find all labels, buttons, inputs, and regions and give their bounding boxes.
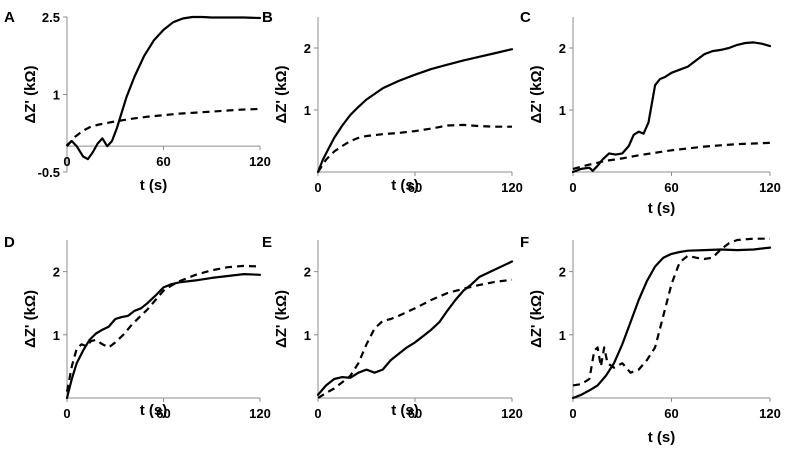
x-tick-label: 120 [501, 406, 523, 421]
x-tick-label: 120 [249, 154, 271, 169]
series-dashed-line [317, 123, 512, 173]
x-tick-label: 60 [408, 180, 422, 195]
x-axis-title: t (s) [140, 177, 168, 194]
series-solid-line [316, 48, 514, 174]
y-tick-label: -0.5 [38, 165, 60, 180]
series-solid-line [65, 15, 262, 161]
x-tick-label: 0 [314, 406, 321, 421]
y-axis-title: ΔZ' (kΩ) [22, 290, 39, 348]
x-tick-label: 120 [759, 180, 781, 195]
panel-a: A -0.5 1 2.5 0 60 120 t (s) ΔZ' (kΩ) [4, 9, 271, 194]
panel-letter: A [4, 9, 15, 26]
series-solid-line [571, 246, 772, 400]
series-dashed-line [66, 107, 261, 147]
panel-letter: B [262, 9, 273, 26]
x-tick-label: 0 [63, 406, 70, 421]
series-dashed-line [572, 141, 771, 170]
panel-letter: C [520, 9, 531, 26]
series-solid-line [316, 260, 514, 396]
y-axis-title: ΔZ' (kΩ) [273, 290, 290, 348]
x-tick-label: 120 [249, 406, 271, 421]
series-solid-line [571, 41, 772, 174]
series-dashed-line [65, 264, 261, 392]
y-axis-title: ΔZ' (kΩ) [273, 65, 290, 123]
x-tick-label: 0 [63, 154, 70, 169]
y-tick-label: 2 [559, 265, 566, 280]
x-tick-label: 60 [664, 406, 678, 421]
y-tick-label: 1 [304, 328, 311, 343]
y-tick-label: 2 [304, 265, 311, 280]
y-tick-label: 1 [53, 328, 60, 343]
x-tick-label: 0 [314, 180, 321, 195]
x-tick-label: 60 [664, 180, 678, 195]
y-tick-label: 2.5 [42, 10, 60, 25]
x-tick-label: 0 [569, 180, 576, 195]
x-tick-label: 60 [156, 406, 170, 421]
y-axis-title: ΔZ' (kΩ) [528, 290, 545, 348]
y-tick-label: 2 [53, 265, 60, 280]
x-axis-title: t (s) [391, 177, 419, 194]
y-tick-label: 1 [53, 88, 60, 103]
y-axis-title: ΔZ' (kΩ) [528, 65, 545, 123]
panel-letter: E [262, 234, 272, 251]
x-axis-title: t (s) [140, 402, 168, 419]
x-axis-title: t (s) [648, 429, 676, 446]
panel-letter: F [520, 234, 529, 251]
x-tick-label: 60 [156, 154, 170, 169]
series-dashed-line [317, 278, 513, 399]
x-tick-label: 120 [759, 406, 781, 421]
series-dashed-line [572, 237, 770, 387]
x-axis-title: t (s) [391, 402, 419, 419]
y-axis-title: ΔZ' (kΩ) [22, 65, 39, 123]
x-tick-label: 0 [569, 406, 576, 421]
y-tick-label: 2 [559, 41, 566, 56]
y-tick-label: 1 [559, 103, 566, 118]
y-tick-label: 1 [559, 328, 566, 343]
panel-letter: D [4, 234, 15, 251]
y-tick-label: 1 [304, 103, 311, 118]
x-axis-title: t (s) [648, 200, 676, 217]
x-tick-label: 60 [408, 406, 422, 421]
y-tick-label: 2 [304, 41, 311, 56]
series-solid-line [65, 273, 262, 400]
x-tick-label: 120 [501, 180, 523, 195]
